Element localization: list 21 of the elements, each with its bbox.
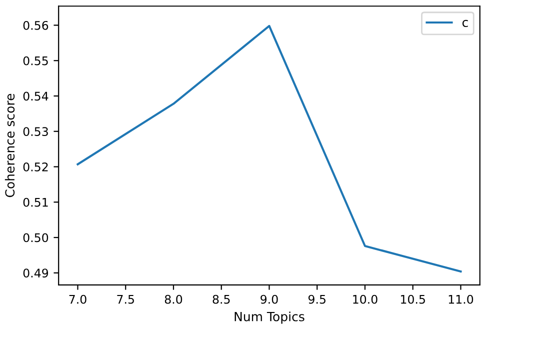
x-tick-label: 10.5	[401, 294, 425, 304]
line-series	[76, 24, 462, 273]
y-tick-label: 0.49	[23, 268, 48, 278]
x-tick-label: 8.5	[212, 294, 230, 304]
x-tick-label: 7.0	[69, 294, 86, 304]
y-tick-label: 0.50	[23, 233, 48, 242]
y-tick-label: 0.55	[23, 56, 48, 66]
x-tick-label: 7.5	[117, 295, 134, 304]
x-tick-label: 9.5	[308, 294, 326, 304]
x-tick-label: 8.0	[164, 294, 182, 304]
y-axis-title: Coherence score	[4, 94, 15, 198]
x-tick-label: 9.0	[260, 294, 278, 304]
y-tick-label: 0.52	[23, 162, 48, 172]
x-axis-title: Num Topics	[234, 312, 304, 324]
x-tick-label: 10.0	[353, 294, 378, 304]
y-tick-label: 0.56	[23, 20, 48, 30]
x-tick-label: 11.0	[448, 294, 474, 304]
y-tick-label: 0.51	[23, 198, 48, 207]
legend-label: c	[462, 20, 468, 28]
y-tick-label: 0.53	[23, 127, 48, 136]
y-tick-label: 0.54	[23, 92, 48, 101]
